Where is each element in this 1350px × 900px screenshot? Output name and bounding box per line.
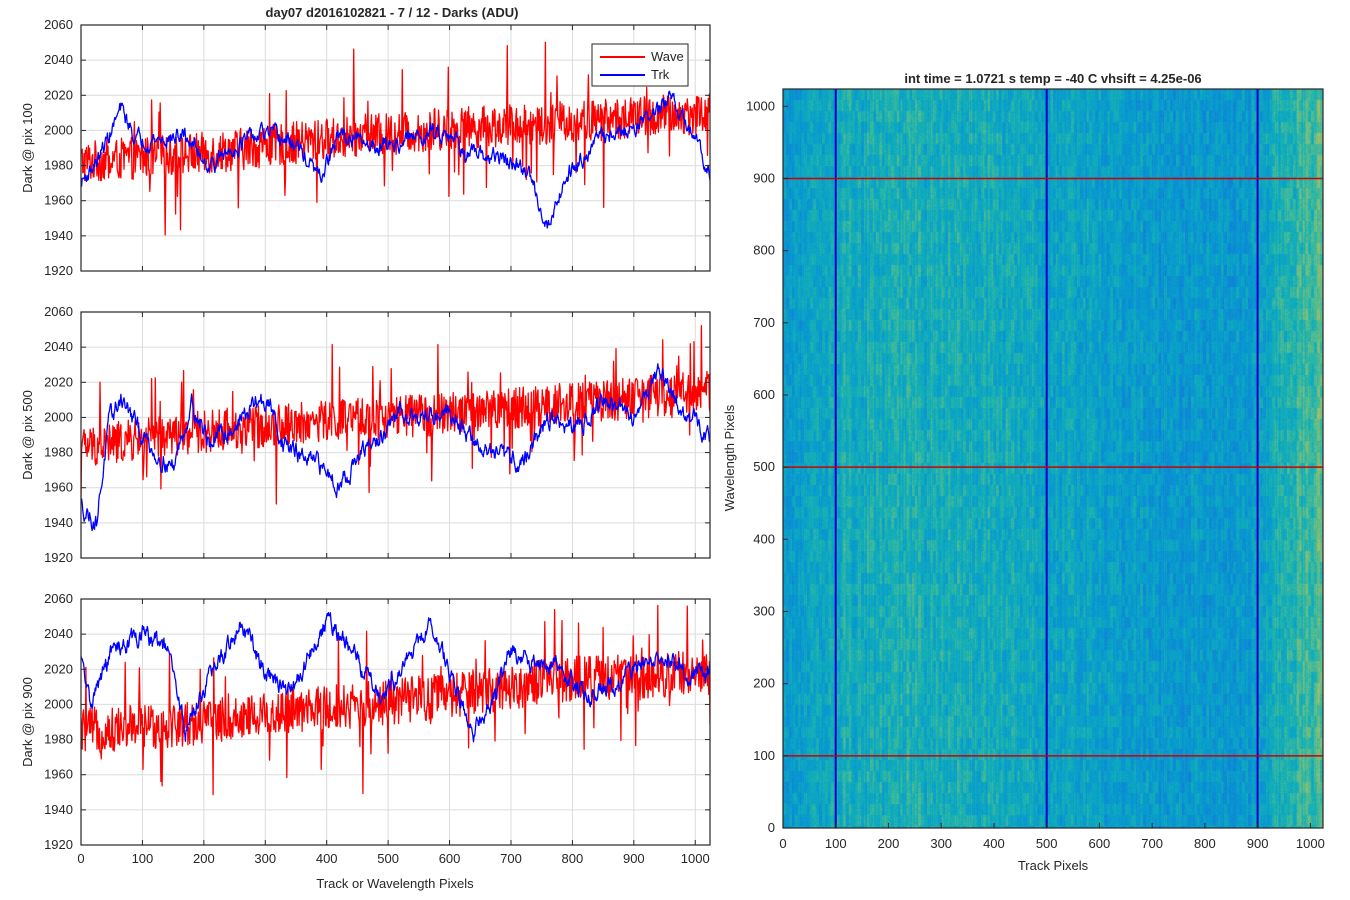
series-group-3 <box>81 604 710 796</box>
x-tick-label: 1000 <box>681 851 710 866</box>
heatmap-y-tick-label: 1000 <box>746 98 775 113</box>
x-tick-label: 200 <box>193 851 215 866</box>
x-tick-label: 0 <box>77 851 84 866</box>
series-line-wave <box>81 604 710 796</box>
y-tick-label: 2040 <box>44 626 73 641</box>
heatmap-x-tick-label: 0 <box>779 836 786 851</box>
x-tick-label: 500 <box>377 851 399 866</box>
heatmap-panel: int time = 1.0721 s temp = -40 C vhsift … <box>722 71 1325 873</box>
x-tick-label: 800 <box>562 851 584 866</box>
y-axis-label-2: Dark @ pix 500 <box>20 390 35 480</box>
heatmap-x-tick-label: 100 <box>825 836 847 851</box>
heatmap-axes-box <box>782 88 1324 829</box>
heatmap-image <box>783 89 1323 828</box>
line-panel-2: 1920 1940 1960 1980 2000 2020 2040 2060 Dark @ … <box>20 304 711 565</box>
y-tick-label: 2060 <box>44 304 73 319</box>
heatmap-x-tick-label: 400 <box>983 836 1005 851</box>
legend: Wave Trk <box>591 43 689 87</box>
heatmap-y-tick-label: 500 <box>753 459 775 474</box>
ticks-1: 1920 1940 1960 1980 2000 2020 2040 2060 <box>44 17 710 278</box>
heatmap-y-tick-label: 200 <box>753 676 775 691</box>
y-axis-label-1: Dark @ pix 100 <box>20 103 35 193</box>
series-line-trk <box>81 611 710 743</box>
line-panel-3: 0 100 200 300 400 500 600 700 800 900 1000 1920 1940… <box>20 591 711 891</box>
heatmap-markers <box>783 89 1323 828</box>
ticks-3: 0 100 200 300 400 500 600 700 800 900 1000 1920 1940… <box>44 591 710 866</box>
heatmap-x-tick-label: 800 <box>1194 836 1216 851</box>
heatmap-x-tick-label: 300 <box>930 836 952 851</box>
line-panel-1: 1920 1940 1960 1980 2000 2020 2040 2060 Dark @ … <box>20 17 711 278</box>
heatmap-title: int time = 1.0721 s temp = -40 C vhsift … <box>904 71 1201 86</box>
heatmap-ticks: 0 100 200 300 400 500 600 700 800 900 1000 0 100 200 3… <box>746 98 1325 851</box>
y-tick-label: 1960 <box>44 767 73 782</box>
heatmap-y-tick-label: 900 <box>753 170 775 185</box>
axes-box-1 <box>80 24 711 272</box>
x-tick-label: 400 <box>316 851 338 866</box>
heatmap-x-tick-label: 500 <box>1036 836 1058 851</box>
axes-box-2 <box>80 311 711 559</box>
y-tick-label: 1980 <box>44 732 73 747</box>
heatmap-x-tick-label: 900 <box>1247 836 1269 851</box>
figure-title: day07 d2016102821 - 7 / 12 - Darks (ADU) <box>266 5 519 20</box>
y-tick-label: 1980 <box>44 158 73 173</box>
x-tick-label: 900 <box>623 851 645 866</box>
legend-label-trk: Trk <box>651 67 670 82</box>
heatmap-y-axis-label: Wavelength Pixels <box>722 404 737 511</box>
y-tick-label: 2020 <box>44 661 73 676</box>
series-line-trk <box>81 363 710 532</box>
series-group-1 <box>81 41 710 236</box>
x-tick-label: 700 <box>500 851 522 866</box>
y-tick-label: 2000 <box>44 409 73 424</box>
heatmap-y-tick-label: 700 <box>753 315 775 330</box>
y-tick-label: 1920 <box>44 837 73 852</box>
legend-box <box>591 43 689 87</box>
heatmap-y-tick-label: 400 <box>753 531 775 546</box>
y-tick-label: 2040 <box>44 52 73 67</box>
y-tick-label: 2060 <box>44 591 73 606</box>
heatmap-x-axis-label: Track Pixels <box>1018 858 1089 873</box>
axes-box-3 <box>80 598 711 846</box>
x-tick-label: 600 <box>439 851 461 866</box>
y-tick-label: 2000 <box>44 122 73 137</box>
y-tick-label: 2020 <box>44 87 73 102</box>
y-tick-label: 1960 <box>44 480 73 495</box>
heatmap-image-wrap <box>783 89 1323 828</box>
heatmap-x-tick-label: 200 <box>878 836 900 851</box>
y-tick-label: 1920 <box>44 550 73 565</box>
series-group-2 <box>81 324 710 532</box>
y-tick-label: 2020 <box>44 374 73 389</box>
heatmap-x-tick-label: 600 <box>1089 836 1111 851</box>
y-tick-label: 2060 <box>44 17 73 32</box>
y-tick-label: 1980 <box>44 445 73 460</box>
ticks-2: 1920 1940 1960 1980 2000 2020 2040 2060 <box>44 304 710 565</box>
x-tick-label: 300 <box>254 851 276 866</box>
heatmap-y-tick-label: 600 <box>753 387 775 402</box>
heatmap-x-tick-label: 700 <box>1141 836 1163 851</box>
y-tick-label: 1940 <box>44 802 73 817</box>
heatmap-y-tick-label: 800 <box>753 243 775 258</box>
x-tick-label: 100 <box>132 851 154 866</box>
heatmap-x-tick-label: 1000 <box>1296 836 1325 851</box>
legend-label-wave: Wave <box>651 49 684 64</box>
y-tick-label: 1940 <box>44 515 73 530</box>
y-axis-label-3: Dark @ pix 900 <box>20 677 35 767</box>
series-line-trk <box>81 90 710 229</box>
y-tick-label: 2040 <box>44 339 73 354</box>
heatmap-y-tick-label: 300 <box>753 603 775 618</box>
y-tick-label: 1960 <box>44 193 73 208</box>
heatmap-y-tick-label: 0 <box>768 820 775 835</box>
y-tick-label: 2000 <box>44 696 73 711</box>
y-tick-label: 1940 <box>44 228 73 243</box>
y-tick-label: 1920 <box>44 263 73 278</box>
heatmap-y-tick-label: 100 <box>753 748 775 763</box>
x-axis-label-3: Track or Wavelength Pixels <box>316 876 474 891</box>
plot-area-2 <box>81 312 710 558</box>
